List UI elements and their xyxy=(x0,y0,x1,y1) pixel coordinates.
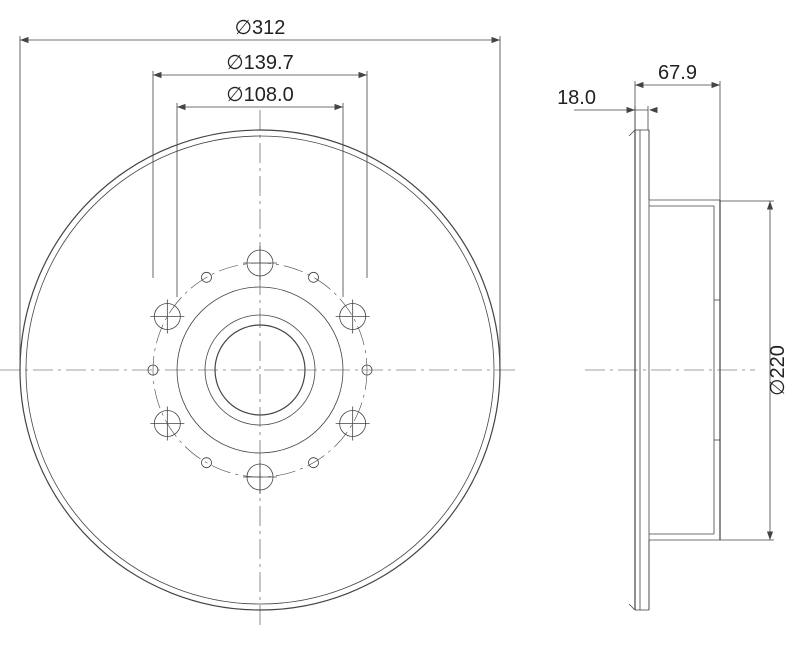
svg-text:18.0: 18.0 xyxy=(557,87,596,109)
svg-text:∅220: ∅220 xyxy=(767,345,789,396)
svg-text:∅139.7: ∅139.7 xyxy=(226,52,293,74)
svg-text:67.9: 67.9 xyxy=(658,62,697,84)
svg-text:∅312: ∅312 xyxy=(235,17,286,39)
svg-text:∅108.0: ∅108.0 xyxy=(226,84,293,106)
brake-disc-drawing: ∅312 ∅139.7 ∅108.0 67.9 18.0 ∅220 xyxy=(0,0,800,645)
